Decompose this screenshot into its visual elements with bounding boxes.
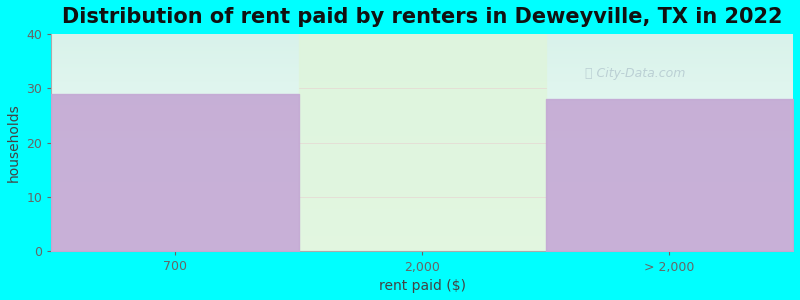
X-axis label: rent paid ($): rent paid ($) xyxy=(378,279,466,293)
Y-axis label: households: households xyxy=(7,103,21,182)
Text: Ⓞ City-Data.com: Ⓞ City-Data.com xyxy=(586,67,686,80)
Title: Distribution of rent paid by renters in Deweyville, TX in 2022: Distribution of rent paid by renters in … xyxy=(62,7,782,27)
